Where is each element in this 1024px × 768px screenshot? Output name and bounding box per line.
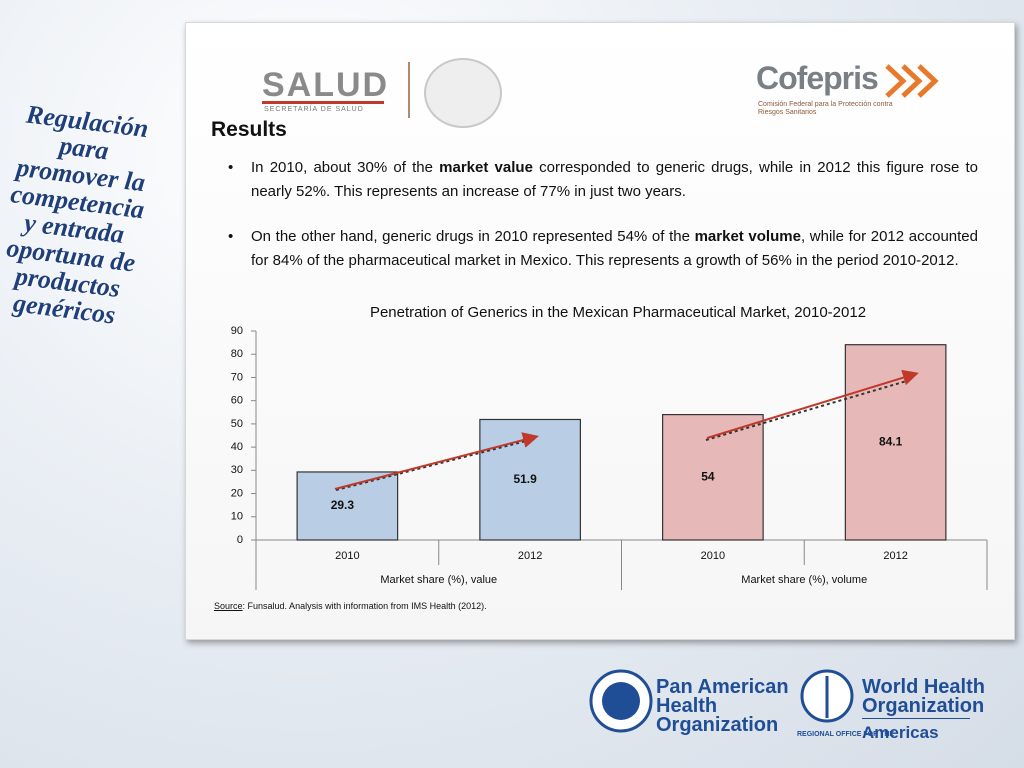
- who-rule: [862, 718, 970, 719]
- paho-line: Pan American: [656, 676, 789, 698]
- heading: Results: [211, 118, 287, 141]
- who-line: World Health: [862, 676, 985, 698]
- y-tick-label: 50: [231, 418, 243, 430]
- bullet: • In 2010, about 30% of the market value…: [228, 159, 978, 200]
- paho-emblem: [589, 669, 653, 733]
- bullet-text: corresponded to generic drugs, while in …: [251, 159, 978, 200]
- y-tick-label: 90: [231, 325, 243, 337]
- y-tick-label: 0: [237, 534, 243, 546]
- chart-title: Penetration of Generics in the Mexican P…: [370, 304, 866, 321]
- source-label: Source: [214, 601, 243, 611]
- x-tick-label: 2010: [335, 550, 359, 562]
- cofepris-arrows: [885, 64, 939, 98]
- bullet-bold: market value: [439, 159, 533, 176]
- who-subtitle: REGIONAL OFFICE FOR THE: [797, 731, 895, 738]
- paho-name: Pan American Health Organization: [656, 676, 789, 736]
- who-emblem: [800, 669, 854, 723]
- bullet-bold: market volume: [694, 228, 801, 245]
- logo-divider: [408, 62, 410, 118]
- bullet-text: On the other hand, generic drugs in 2010…: [251, 228, 695, 245]
- y-tick-label: 80: [231, 348, 243, 360]
- mexico-emblem: [424, 58, 502, 128]
- cofepris-subtitle: Comisión Federal para la Protección cont…: [758, 101, 893, 116]
- data-label: 51.9: [513, 472, 537, 486]
- data-label: 54: [701, 469, 715, 483]
- trend-decor: [334, 369, 919, 491]
- group-label: Market share (%), value: [380, 574, 497, 586]
- salud-rule: [262, 101, 384, 104]
- y-tick-label: 70: [231, 371, 243, 383]
- y-tick-label: 20: [231, 487, 243, 499]
- who-line: Organization: [862, 695, 985, 717]
- paho-line: Organization: [656, 714, 779, 736]
- bullet: • On the other hand, generic drugs in 20…: [228, 228, 978, 269]
- y-tick-label: 40: [231, 441, 243, 453]
- bar: [296, 471, 399, 541]
- y-tick-label: 60: [231, 395, 243, 407]
- source-text: : Funsalud. Analysis with information fr…: [242, 601, 487, 611]
- bullet-text: , while for 2012 accounted for 84% of th…: [251, 228, 978, 269]
- data-label: 84.1: [879, 435, 903, 449]
- bar: [844, 344, 947, 541]
- paho-line: Health: [656, 695, 718, 717]
- group-label: Market share (%), volume: [741, 574, 867, 586]
- who-region: Americas: [862, 723, 939, 742]
- x-tick-label: 2012: [518, 550, 542, 562]
- bullet-text: In 2010, about 30% of the: [251, 159, 440, 176]
- y-tick-label: 30: [231, 464, 243, 476]
- salud-logo: SALUD: [262, 66, 390, 104]
- x-tick-label: 2010: [701, 550, 725, 562]
- data-label: 29.3: [331, 498, 355, 512]
- salud-subtitle: SECRETARÍA DE SALUD: [264, 106, 364, 113]
- y-tick-label: 10: [231, 511, 243, 523]
- x-tick-label: 2012: [883, 550, 907, 562]
- who-name: World Health Organization: [862, 676, 985, 717]
- cofepris-logo: Cofepris: [756, 60, 879, 96]
- source-note: Source: Funsalud. Analysis with informat…: [214, 601, 487, 611]
